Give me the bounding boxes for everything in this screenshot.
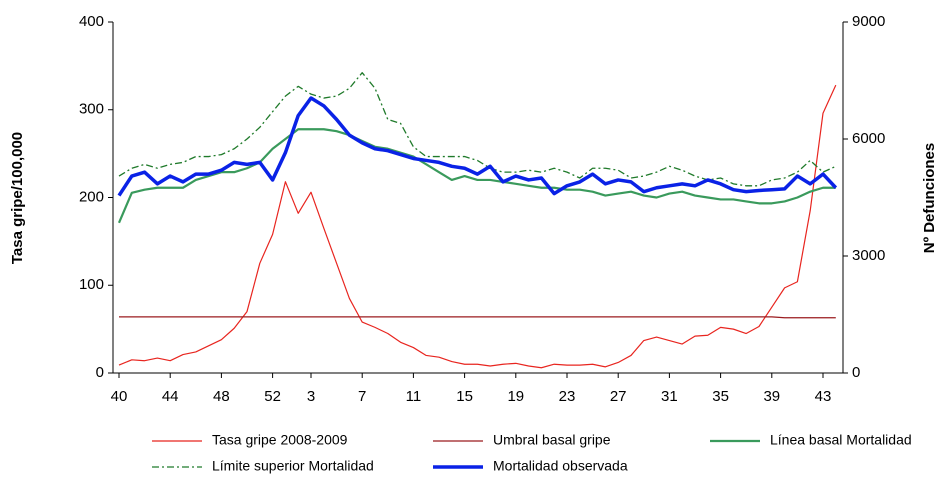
- x-tick-label: 27: [610, 388, 627, 405]
- y-tick-label: 400: [79, 13, 104, 30]
- legend-label: Línea basal Mortalidad: [770, 432, 912, 448]
- y-tick-label: 200: [79, 188, 104, 205]
- legend-label: Umbral basal gripe: [493, 432, 611, 448]
- x-tick-label: 52: [264, 388, 281, 405]
- y2-tick-label: 9000: [852, 13, 885, 30]
- series-line: [117, 96, 838, 197]
- y2-axis-title: Nº Defunciones: [921, 143, 938, 254]
- x-tick-label: 39: [763, 388, 780, 405]
- x-tick-label: 15: [456, 388, 473, 405]
- x-tick-label: 40: [111, 388, 128, 405]
- y-tick-label: 100: [79, 276, 104, 293]
- x-tick-label: 11: [406, 388, 422, 405]
- legend-label: Mortalidad observada: [493, 458, 628, 474]
- x-tick-label: 19: [507, 388, 524, 405]
- x-tick-label: 3: [307, 388, 315, 405]
- y2-tick-label: 0: [852, 364, 860, 381]
- y-axis-title: Tasa gripe/100,000: [9, 132, 26, 264]
- y2-tick-label: 3000: [852, 247, 885, 264]
- legend-label: Límite superior Mortalidad: [212, 458, 374, 474]
- x-tick-label: 23: [559, 388, 576, 405]
- y2-tick-label: 6000: [852, 130, 885, 147]
- series-line: [118, 84, 837, 369]
- x-tick-label: 43: [815, 388, 832, 405]
- y-tick-label: 300: [79, 101, 104, 118]
- legend-label: Tasa gripe 2008-2009: [212, 432, 348, 448]
- x-tick-label: 35: [712, 388, 729, 405]
- y-tick-label: 0: [96, 364, 104, 381]
- series-line: [118, 72, 837, 187]
- series-line: [117, 128, 836, 224]
- series-line: [119, 316, 836, 319]
- x-tick-label: 44: [162, 388, 179, 405]
- x-tick-label: 48: [213, 388, 230, 405]
- x-tick-label: 31: [661, 388, 678, 405]
- x-tick-label: 7: [358, 388, 366, 405]
